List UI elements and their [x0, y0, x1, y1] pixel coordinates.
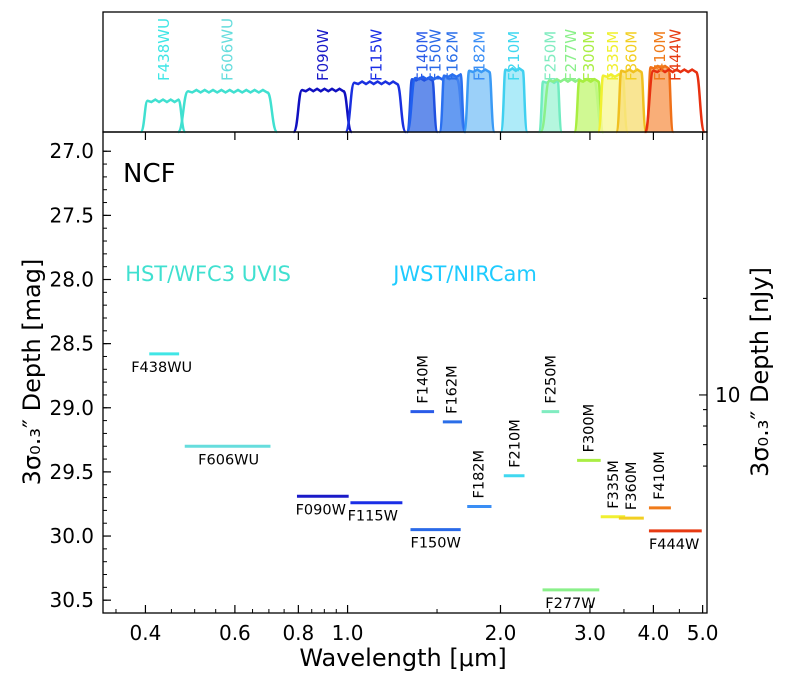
transmission-label-f300m: F300M — [580, 31, 598, 81]
y-axis-title-right: 3σ₀.₃″ Depth [nJy] — [746, 267, 774, 477]
depth-label-f150w: F150W — [410, 536, 460, 552]
transmission-curve-f115w — [346, 82, 406, 132]
transmission-curve-f090w — [294, 89, 352, 132]
depth-label-f277w: F277W — [545, 596, 595, 612]
depth-chart: F438WU F606WU F090W F115W F140MF150WF162M F18… — [0, 0, 789, 689]
depth-label-f438wu: F438WU — [131, 360, 192, 376]
depth-label-f410m: F410M — [652, 451, 668, 500]
transmission-label-f360m: F360M — [622, 31, 640, 81]
y-tick-label: 30.0 — [49, 524, 94, 548]
y-tick-label: 29.5 — [49, 460, 94, 484]
transmission-label-f606wu: F606WU — [219, 18, 237, 81]
transmission-label-f150w: F150W — [427, 29, 445, 81]
x-tick-label: 0.4 — [130, 621, 162, 645]
transmission-label-f210m: F210M — [505, 31, 523, 81]
depth-label-f300m: F300M — [582, 404, 598, 453]
depth-label-f210m: F210M — [507, 419, 523, 468]
y-tick-label: 29.0 — [49, 396, 94, 420]
instrument-label-jwst: JWST/NIRCam — [391, 262, 537, 286]
depth-label-f335m: F335M — [606, 460, 622, 509]
depth-bar-labels: F438WU F606WU F090W F115W F140M F150W F162M F18… — [131, 355, 699, 612]
x-tick-label: 1.0 — [332, 621, 364, 645]
x-axis-title: Wavelength [μm] — [299, 644, 506, 672]
transmission-label-f438wu: F438WU — [155, 18, 173, 81]
y-axis-title-left: 3σ₀.₃″ Depth [mag] — [18, 259, 46, 486]
x-tick-label: 0.8 — [282, 621, 314, 645]
axis-ticks: 0.4 0.6 0.8 1.0 2.0 3.0 4.0 5.0 27.0 27.5 28.0 28.5… — [49, 132, 740, 645]
y-tick-label: 27.5 — [49, 203, 94, 227]
y-tick-label: 30.5 — [49, 588, 94, 612]
field-label: NCF — [123, 159, 176, 189]
transmission-label-f444w: F444W — [666, 29, 684, 81]
depth-label-f115w: F115W — [348, 509, 398, 525]
instrument-label-hst: HST/WFC3 UVIS — [125, 262, 291, 286]
x-tick-label: 2.0 — [485, 621, 517, 645]
transmission-curve-f438wu — [141, 100, 186, 132]
depth-label-f140m: F140M — [416, 355, 432, 404]
depth-label-f090w: F090W — [296, 502, 346, 518]
depth-label-f606wu: F606WU — [198, 452, 259, 468]
transmission-label-f090w: F090W — [314, 29, 332, 81]
transmission-label-f250m: F250M — [541, 31, 559, 81]
transmission-label-f277w: F277W — [562, 29, 580, 81]
transmission-label-f162m: F162M — [443, 31, 461, 81]
transmission-curve-f606wu — [178, 90, 277, 132]
x-tick-label: 0.6 — [219, 621, 251, 645]
depth-label-f444w: F444W — [649, 537, 699, 553]
depth-label-f360m: F360M — [624, 462, 640, 511]
depth-label-f250m: F250M — [544, 355, 560, 404]
x-tick-label: 3.0 — [574, 621, 606, 645]
transmission-label-f335m: F335M — [604, 31, 622, 81]
x-tick-label: 5.0 — [687, 621, 719, 645]
depth-panel-frame — [103, 132, 707, 613]
depth-label-f162m: F162M — [444, 365, 460, 414]
y-tick-label: 28.5 — [49, 332, 94, 356]
y-tick-label: 27.0 — [49, 139, 94, 163]
y-tick-label: 28.0 — [49, 268, 94, 292]
right-tick-label: 10 — [715, 383, 740, 407]
x-tick-label: 4.0 — [637, 621, 669, 645]
depth-label-f182m: F182M — [472, 450, 488, 499]
transmission-curve-f162m — [439, 74, 465, 132]
transmission-label-f182m: F182M — [470, 31, 488, 81]
transmission-label-f115w: F115W — [367, 29, 385, 81]
